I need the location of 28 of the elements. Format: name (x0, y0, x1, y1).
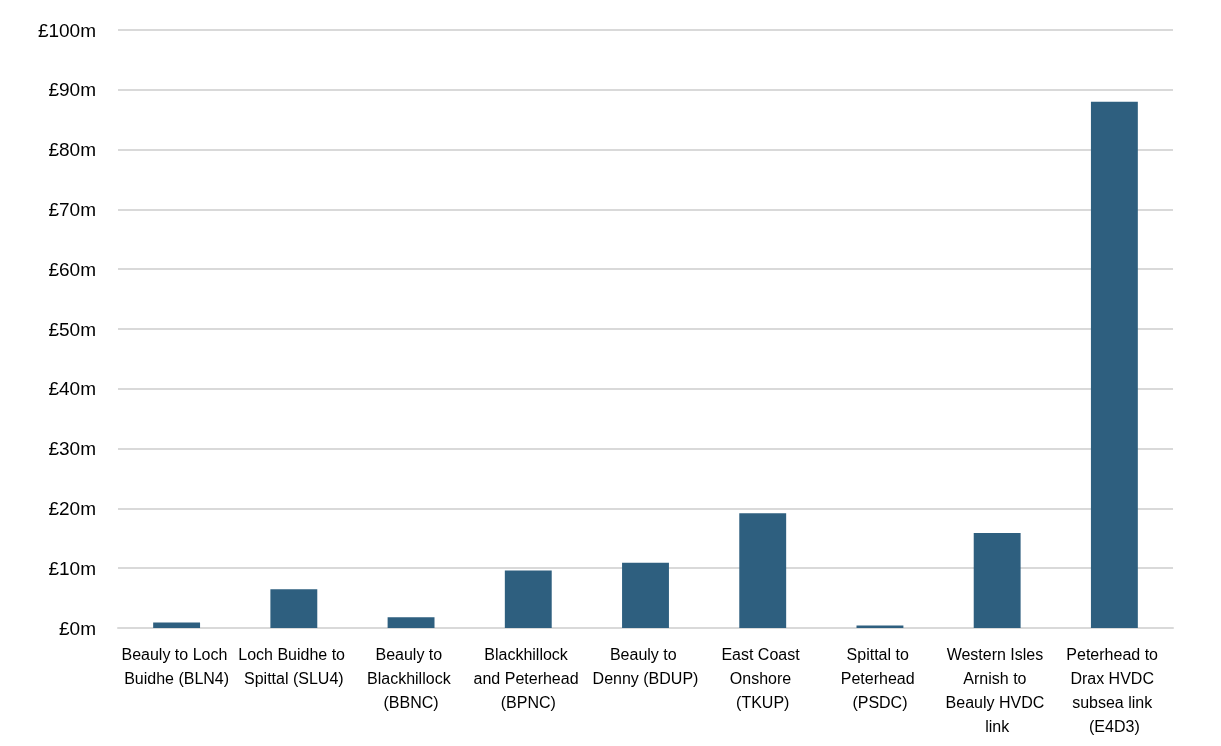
y-tick-label: £100m (37, 19, 96, 41)
y-tick-label: £30m (48, 438, 96, 460)
x-tick-label: Loch Buidhe to Spittal (SLU4) (238, 645, 350, 687)
x-tick-label: Spittal to Peterhead (PSDC) (840, 645, 920, 711)
x-tick-label: East Coast Onshore (TKUP) (721, 645, 805, 711)
bar (622, 562, 669, 628)
y-tick-label: £10m (48, 557, 96, 579)
bar (270, 589, 318, 628)
x-tick-label: Beauly to Loch Buidhe (BLN4) (121, 645, 232, 687)
x-tick-label: Beauly to Denny (BDUP) (592, 645, 699, 687)
y-tick-label: £40m (48, 378, 96, 400)
bar (504, 570, 552, 628)
bar (153, 622, 201, 628)
bar (1090, 101, 1138, 628)
x-tick-label: Blackhillock and Peterhead (BPNC) (473, 645, 583, 711)
y-tick-label: £90m (48, 79, 96, 101)
y-tick-label: £0m (59, 617, 96, 639)
bar (739, 513, 787, 628)
y-tick-label: £80m (48, 139, 96, 161)
y-tick-label: £20m (48, 497, 96, 519)
x-tick-label: Western Isles Arnish to Beauly HVDC link (945, 645, 1049, 735)
x-tick-label: Peterhead to Drax HVDC subsea link (E4D3) (1066, 645, 1163, 735)
y-tick-label: £70m (48, 198, 96, 220)
bar (387, 617, 435, 628)
x-tick-label: Beauly to Blackhillock (BBNC) (367, 645, 456, 711)
bar (973, 532, 1021, 628)
y-tick-label: £50m (48, 318, 96, 340)
y-tick-label: £60m (48, 258, 96, 280)
